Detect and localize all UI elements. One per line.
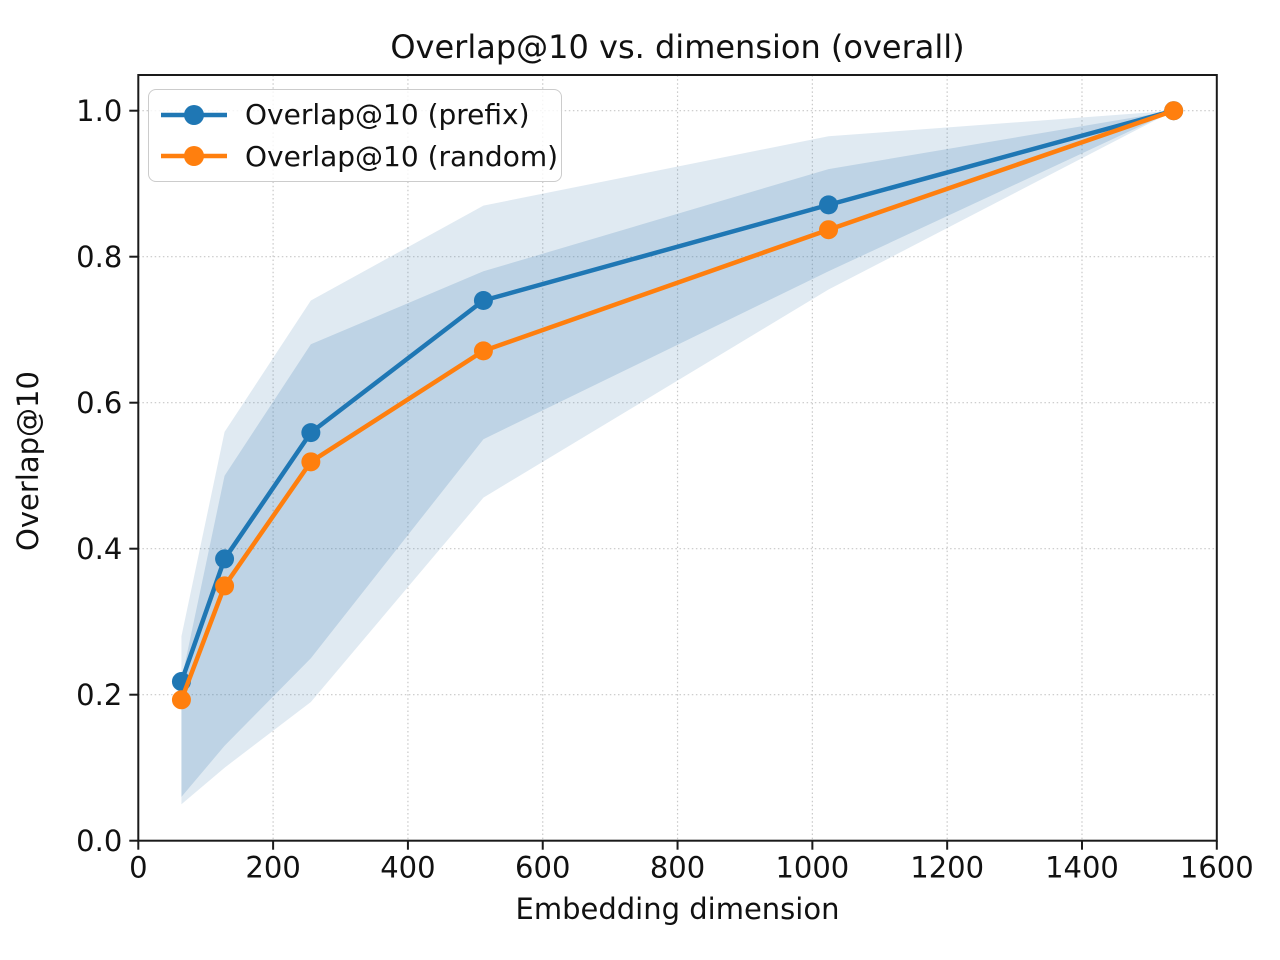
data-point bbox=[819, 195, 839, 215]
data-point bbox=[819, 220, 839, 240]
data-point bbox=[215, 576, 235, 596]
x-tick-label: 200 bbox=[245, 851, 300, 885]
legend-label-random: Overlap@10 (random) bbox=[245, 139, 559, 173]
data-point bbox=[473, 341, 493, 361]
chart-title: Overlap@10 vs. dimension (overall) bbox=[390, 28, 965, 66]
x-tick-label: 600 bbox=[515, 851, 570, 885]
y-axis-label: Overlap@10 bbox=[11, 371, 45, 551]
y-tick-label: 0.6 bbox=[76, 386, 122, 420]
y-tick-label: 0.0 bbox=[76, 824, 122, 858]
data-point bbox=[301, 452, 321, 472]
x-tick-label: 1000 bbox=[775, 851, 849, 885]
data-point bbox=[215, 549, 235, 569]
y-tick-label: 0.2 bbox=[76, 678, 122, 712]
series-line-0 bbox=[179, 108, 1176, 684]
x-tick-label: 0 bbox=[129, 851, 147, 885]
x-axis-label: Embedding dimension bbox=[515, 892, 840, 926]
y-tick-label: 0.4 bbox=[76, 532, 122, 566]
y-tick-label: 0.8 bbox=[76, 240, 122, 274]
x-tick-label: 1400 bbox=[1045, 851, 1119, 885]
legend-label-prefix: Overlap@10 (prefix) bbox=[245, 98, 530, 132]
data-point bbox=[171, 690, 191, 710]
series-line-1 bbox=[179, 108, 1176, 703]
x-tick-label: 1200 bbox=[910, 851, 984, 885]
data-point bbox=[301, 423, 321, 443]
outer-confidence-band bbox=[181, 110, 1174, 805]
legend-item-random: Overlap@10 (random) bbox=[159, 140, 558, 173]
y-tick-label: 1.0 bbox=[76, 94, 122, 128]
x-tick-label: 400 bbox=[380, 851, 435, 885]
legend-line-marker-icon bbox=[161, 104, 227, 125]
x-tick-label: 800 bbox=[650, 851, 705, 885]
legend-item-prefix: Overlap@10 (prefix) bbox=[159, 98, 551, 131]
x-tick-label: 1600 bbox=[1180, 851, 1254, 885]
data-point bbox=[1164, 101, 1184, 121]
legend: Overlap@10 (prefix) Overlap@10 (random) bbox=[148, 89, 562, 182]
legend-line-marker-icon bbox=[161, 146, 227, 167]
data-point bbox=[473, 291, 493, 310]
